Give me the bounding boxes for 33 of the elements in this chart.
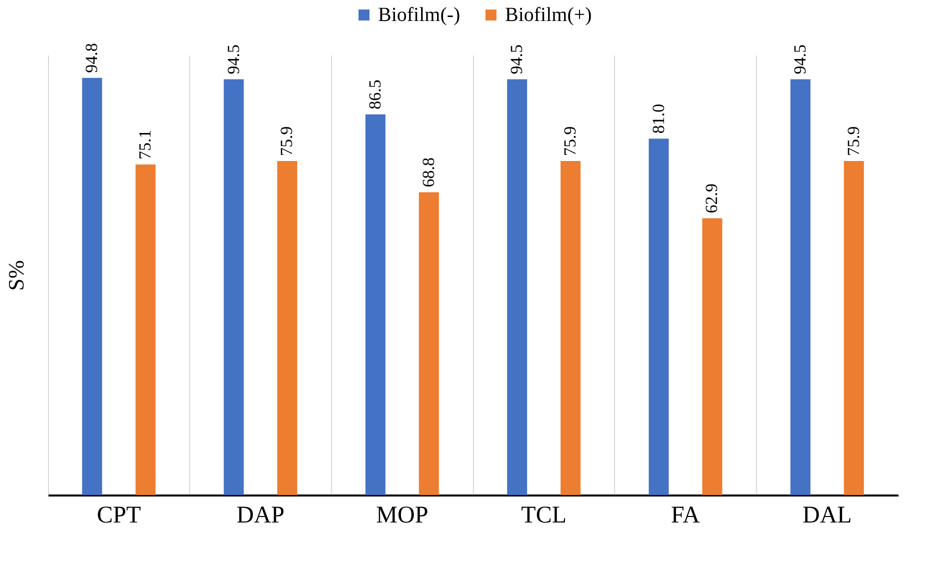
bar [790, 79, 810, 495]
data-label: 86.5 [365, 80, 384, 110]
x-tick-label: DAL [802, 502, 852, 528]
bar [82, 78, 102, 495]
data-label: 94.5 [790, 44, 810, 74]
data-label: 75.9 [560, 126, 580, 156]
legend-label: Biofilm(+) [505, 4, 592, 26]
x-tick-label: CPT [96, 502, 142, 528]
x-tick-label: DAP [236, 502, 285, 528]
data-label: 62.9 [702, 183, 722, 214]
bar [136, 164, 156, 495]
x-tick-label: FA [671, 502, 701, 528]
bar [844, 161, 864, 495]
data-label: 75.9 [277, 126, 296, 156]
bar [365, 114, 386, 495]
data-label: 94.8 [82, 43, 102, 73]
bar [277, 161, 298, 495]
data-label: 75.1 [136, 130, 155, 160]
bar [702, 218, 722, 495]
bar [648, 138, 669, 495]
data-label: 75.9 [844, 126, 863, 156]
data-label: 94.5 [224, 44, 243, 74]
bar [224, 79, 244, 495]
x-tick-label: MOP [376, 502, 428, 528]
data-label: 68.8 [418, 158, 438, 188]
x-tick-label: TCL [521, 502, 566, 528]
bar [507, 79, 528, 495]
data-label: 94.5 [507, 44, 526, 74]
bar [418, 192, 439, 495]
y-axis-title: S% [4, 260, 28, 291]
data-label: 81.0 [648, 104, 668, 134]
bar [560, 161, 581, 495]
legend-label: Biofilm(-) [378, 4, 460, 26]
